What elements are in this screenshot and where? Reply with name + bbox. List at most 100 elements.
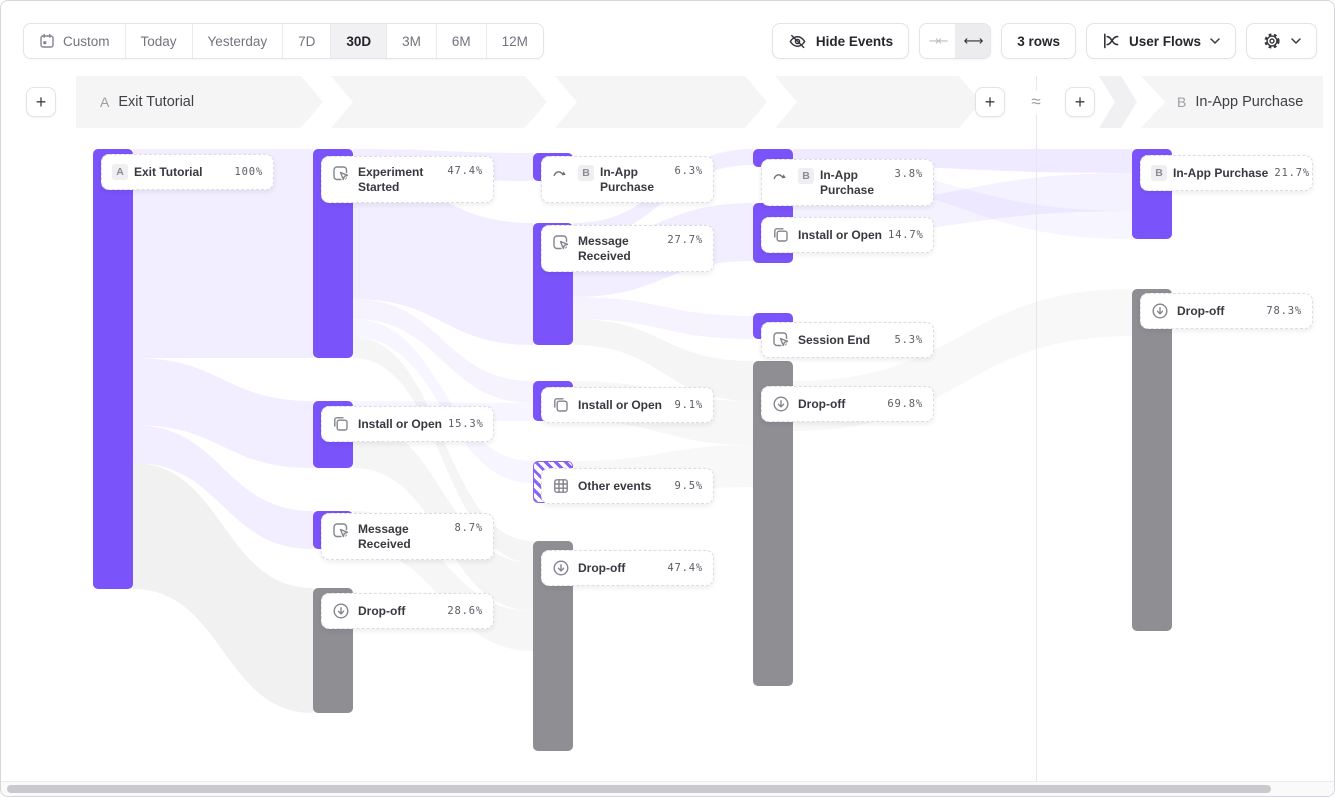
flow-ribbon — [353, 177, 533, 345]
rows-button[interactable]: 3 rows — [1001, 23, 1076, 59]
node-card-session-end[interactable]: Session End 5.3% — [761, 322, 934, 358]
horizontal-scrollbar[interactable] — [1, 781, 1334, 796]
funnel-banner-b[interactable]: B In-App Purchase — [1141, 76, 1323, 128]
settings-button[interactable] — [1246, 23, 1317, 59]
banner-a-title: Exit Tutorial — [118, 94, 195, 110]
node-card-exit-tutorial[interactable]: A Exit Tutorial 100% — [101, 154, 274, 190]
arrows-outward-icon: ←→ — [963, 33, 984, 49]
toolbar-right: Hide Events →← ←→ 3 rows User Flows — [771, 23, 1317, 59]
arrows-inward-icon: →← — [928, 33, 949, 49]
event-badge-b: B — [578, 165, 594, 181]
action-icon — [332, 522, 352, 540]
date-range-12m[interactable]: 12M — [486, 24, 543, 58]
action-icon — [552, 234, 572, 252]
flow-ribbon — [353, 337, 533, 563]
add-step-b-start-button[interactable]: + — [1065, 87, 1095, 117]
date-range-3m[interactable]: 3M — [387, 24, 437, 58]
install-icon — [772, 226, 792, 244]
node-percentage: 15.3% — [448, 418, 484, 430]
drop-off-icon — [332, 602, 352, 620]
node-label: In-App Purchase — [820, 168, 875, 197]
date-range-custom[interactable]: Custom — [24, 24, 126, 58]
node-label: Drop-off — [1177, 303, 1225, 318]
banner-b-title: In-App Purchase — [1195, 94, 1304, 110]
flow-ribbon — [793, 149, 1132, 173]
hide-events-button[interactable]: Hide Events — [771, 23, 910, 59]
date-range-label: Today — [140, 33, 177, 49]
date-range-label: Yesterday — [207, 33, 268, 49]
flow-ribbon — [133, 425, 313, 549]
expand-columns-button[interactable]: ←→ — [955, 24, 991, 58]
node-label: Exit Tutorial — [134, 164, 203, 179]
date-range-today[interactable]: Today — [125, 24, 193, 58]
scrollbar-thumb[interactable] — [7, 785, 1271, 793]
node-card-install-or-open[interactable]: Install or Open 14.7% — [761, 217, 934, 253]
node-percentage: 9.1% — [674, 399, 703, 411]
node-card-message-received[interactable]: Message Received 8.7% — [321, 513, 494, 560]
date-range-30d[interactable]: 30D — [331, 24, 388, 58]
section-divider — [1036, 76, 1037, 782]
node-label: Drop-off — [798, 396, 846, 411]
calendar-icon — [39, 33, 55, 49]
date-range-7d[interactable]: 7D — [283, 24, 332, 58]
node-card-install-or-open[interactable]: Install or Open 9.1% — [541, 387, 714, 423]
node-card-install-or-open[interactable]: Install or Open 15.3% — [321, 406, 494, 442]
node-card-drop-off[interactable]: Drop-off 69.8% — [761, 386, 934, 422]
install-icon — [332, 415, 352, 433]
collapse-columns-button[interactable]: →← — [920, 24, 956, 58]
node-label: In-App Purchase — [600, 165, 655, 194]
eye-off-icon — [788, 32, 807, 51]
node-card-drop-off[interactable]: Drop-off 28.6% — [321, 593, 494, 629]
node-card-in-app-purchase[interactable]: B In-App Purchase 21.7% — [1140, 155, 1313, 191]
node-card-drop-off[interactable]: Drop-off 78.3% — [1140, 293, 1313, 329]
node-bar-drop-off[interactable] — [1132, 289, 1172, 631]
event-badge-b: B — [798, 168, 814, 184]
node-percentage: 5.3% — [894, 334, 923, 346]
node-label: Drop-off — [578, 560, 626, 575]
rows-label: 3 rows — [1017, 33, 1060, 49]
view-selector-button[interactable]: User Flows — [1085, 23, 1236, 59]
date-range-label: 12M — [501, 33, 528, 49]
column-width-toggle: →← ←→ — [919, 23, 992, 59]
flow-ribbon — [133, 358, 313, 468]
node-card-experiment-started[interactable]: Experiment Started 47.4% — [321, 156, 494, 203]
node-bar-exit-tutorial[interactable] — [93, 149, 133, 589]
funnel-banner-a-segment-3[interactable] — [555, 76, 767, 128]
date-range-6m[interactable]: 6M — [436, 24, 487, 58]
node-card-in-app-purchase[interactable]: B In-App Purchase 6.3% — [541, 156, 714, 203]
date-range-label: 30D — [346, 33, 372, 49]
view-label: User Flows — [1128, 33, 1201, 49]
funnel-banner-a-segment-2[interactable] — [331, 76, 547, 128]
node-percentage: 9.5% — [674, 480, 703, 492]
node-percentage: 78.3% — [1266, 305, 1302, 317]
node-percentage: 69.8% — [887, 398, 923, 410]
gear-icon — [1262, 31, 1282, 51]
node-card-message-received[interactable]: Message Received 27.7% — [541, 225, 714, 272]
flow-ribbon — [573, 297, 753, 339]
chevron-down-icon — [1291, 38, 1301, 44]
drop-off-icon — [1151, 302, 1171, 320]
banner-b-label: B In-App Purchase — [1177, 94, 1303, 110]
node-label: Session End — [798, 332, 871, 347]
date-range-yesterday[interactable]: Yesterday — [192, 24, 284, 58]
banner-b-badge: B — [1177, 94, 1187, 110]
node-card-other-events[interactable]: Other events 9.5% — [541, 468, 714, 504]
date-range-selector: Custom Today Yesterday 7D 30D 3M 6M 12M — [23, 23, 544, 59]
add-step-a-end-button[interactable]: + — [975, 87, 1005, 117]
node-label: Drop-off — [358, 603, 406, 618]
action-icon — [772, 331, 792, 349]
drop-off-icon — [552, 559, 572, 577]
node-label: In-App Purchase — [1173, 165, 1269, 180]
toolbar: Custom Today Yesterday 7D 30D 3M 6M 12M Hide Ev… — [1, 1, 1334, 75]
date-range-label: 3M — [402, 33, 421, 49]
add-step-start-button[interactable]: + — [26, 87, 56, 117]
date-range-label: Custom — [63, 33, 110, 49]
node-card-in-app-purchase[interactable]: B In-App Purchase 3.8% — [761, 159, 934, 206]
chevron-down-icon — [1210, 38, 1220, 44]
node-percentage: 47.4% — [667, 562, 703, 574]
user-flows-icon — [1102, 32, 1120, 50]
funnel-banner-a-segment-4[interactable] — [775, 76, 981, 128]
node-card-drop-off[interactable]: Drop-off 47.4% — [541, 550, 714, 586]
funnel-banner-a[interactable]: A Exit Tutorial — [76, 76, 323, 128]
